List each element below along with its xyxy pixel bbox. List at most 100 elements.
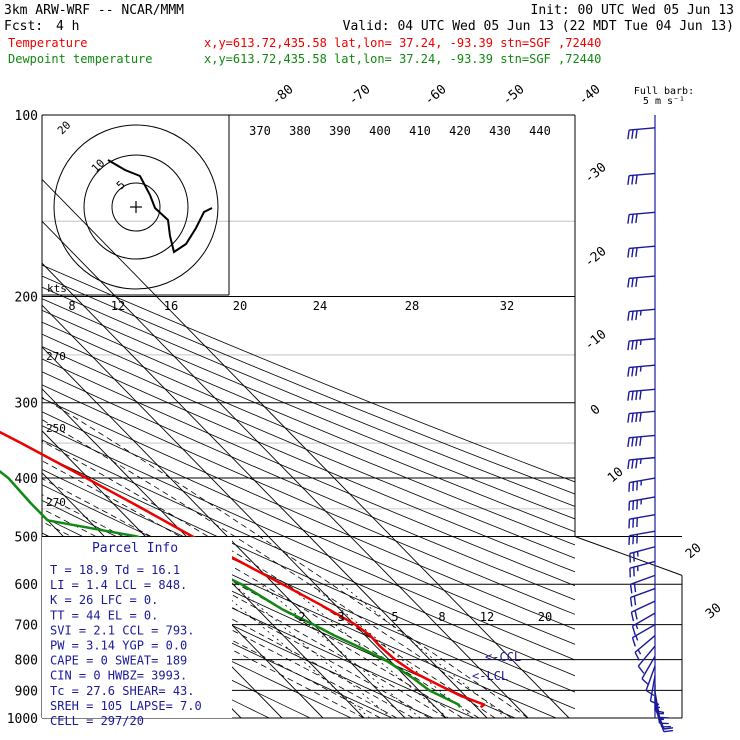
hodograph-ring <box>83 154 189 260</box>
wind-barb-staff <box>629 172 656 177</box>
hodograph-speed-label: 8 <box>68 299 75 313</box>
wind-barb <box>627 388 656 401</box>
wind-barb-flag <box>627 248 630 258</box>
wind-barb-flag <box>627 413 630 423</box>
wind-barb-flag <box>635 436 638 447</box>
wind-barb-flag <box>631 214 634 224</box>
wind-barb <box>631 623 656 647</box>
wind-barb-flag <box>641 678 650 686</box>
wind-barb-staff <box>637 645 656 667</box>
wind-barb-flag <box>630 611 635 622</box>
wind-barb-flag <box>627 459 630 470</box>
wind-barb-staff <box>629 496 656 503</box>
wind-barb-flag <box>663 727 674 730</box>
wind-barb-flag <box>631 175 634 185</box>
wind-barb-flag <box>631 340 634 350</box>
dewpoint-legend-label: Dewpoint temperature <box>8 52 153 66</box>
wind-barb-staff <box>629 546 656 555</box>
wind-barb-staff <box>629 456 656 461</box>
mixing-ratio-line <box>212 583 371 718</box>
dry-adiabat <box>42 397 575 630</box>
wind-barb <box>627 245 656 258</box>
plot-frame-diagonal <box>574 536 683 576</box>
isotherm-label: -20 <box>582 244 610 271</box>
wind-barb-flag <box>639 390 642 400</box>
wind-barb-flag <box>627 311 630 321</box>
dry-adiabat <box>42 309 575 533</box>
wind-barb-flag <box>635 412 638 423</box>
wind-barb-flag <box>629 584 633 594</box>
mixing-ratio-label: 20 <box>538 610 552 624</box>
wind-barb-flag <box>627 340 630 351</box>
parcel-info-row: LI = 1.4 LCL = 848. <box>50 578 187 592</box>
wind-barb-flag <box>633 582 637 593</box>
pressure-label: 900 <box>15 684 38 699</box>
wind-barb-staff <box>629 410 656 415</box>
wind-barb <box>627 456 656 470</box>
wind-barb <box>627 127 656 140</box>
wind-barb-flag <box>633 595 637 606</box>
wind-barb-staff <box>634 635 656 653</box>
wind-barb-flag <box>631 413 634 423</box>
wind-barb-flag <box>634 610 638 620</box>
hodograph-speed-label: 20 <box>233 299 247 313</box>
isotherm-label: -80 <box>269 82 297 109</box>
dry-adiabat <box>42 425 575 661</box>
isotherm-line <box>42 262 488 718</box>
wind-barb-flag <box>635 310 638 321</box>
wind-barb-staff <box>632 612 656 627</box>
wind-barb <box>630 600 656 622</box>
wind-barb-staff <box>629 211 656 216</box>
dry-adiabat <box>42 298 575 520</box>
pressure-label: 1000 <box>7 712 38 727</box>
theta-label: 430 <box>489 124 511 138</box>
theta-label: 250 <box>46 422 66 435</box>
wind-barb-staff <box>629 513 656 520</box>
parcel-info-row: CELL = 297/20 <box>50 714 144 728</box>
hodograph-speed-label: 32 <box>500 299 514 313</box>
parcel-info-row: K = 26 LFC = 0. <box>50 593 158 607</box>
theta-label: 390 <box>329 124 351 138</box>
wind-barb <box>627 364 656 377</box>
sounding-profiles <box>0 430 486 709</box>
parcel-info-row: CAPE = 0 SWEAT= 189 <box>50 654 187 668</box>
theta-label: 270 <box>46 350 66 363</box>
isotherm-label: -60 <box>422 82 450 109</box>
dry-adiabat <box>42 411 575 645</box>
wind-barb-half-flag <box>635 623 639 630</box>
pressure-label: 500 <box>15 530 38 545</box>
barb-key-title: Full barb: <box>634 86 694 97</box>
dry-adiabat <box>42 264 575 483</box>
wind-barbs <box>627 115 674 733</box>
wind-barb <box>627 211 656 224</box>
wind-barb-flag <box>631 637 636 647</box>
hodograph-trace <box>107 159 213 254</box>
wind-barb-flag <box>635 277 638 287</box>
wind-barb <box>628 496 656 511</box>
wind-barb-staff <box>645 665 656 691</box>
wind-barb-staff <box>641 655 656 680</box>
wind-barb <box>654 707 674 733</box>
wind-barb-half-flag <box>639 339 642 346</box>
temperature-location-info: x,y=613.72,435.58 lat,lon= 37.24, -93.39… <box>204 36 601 50</box>
mixing-ratio-line <box>341 583 507 718</box>
isotherm-label: 0 <box>588 402 604 419</box>
wind-barb-staff <box>629 477 656 484</box>
mixing-ratio-label: 3 <box>337 610 344 624</box>
wind-barb <box>637 645 656 674</box>
wind-barb-flag <box>627 278 630 288</box>
wind-barb-flag <box>634 651 640 661</box>
temperature-legend-label: Temperature <box>8 36 87 50</box>
dry-adiabat <box>42 321 575 546</box>
wind-barb <box>641 655 656 686</box>
hodograph-speed-label: 28 <box>405 299 419 313</box>
forecast-hours: 4 h <box>56 19 79 34</box>
wind-barb-half-flag <box>639 458 642 464</box>
wind-barb-flag <box>635 213 638 224</box>
lcl-marker: <-LCL <box>472 669 508 683</box>
dry-adiabat <box>42 371 575 601</box>
pressure-label: 700 <box>15 619 38 634</box>
wind-barb <box>627 434 656 447</box>
wind-barb <box>627 338 656 351</box>
